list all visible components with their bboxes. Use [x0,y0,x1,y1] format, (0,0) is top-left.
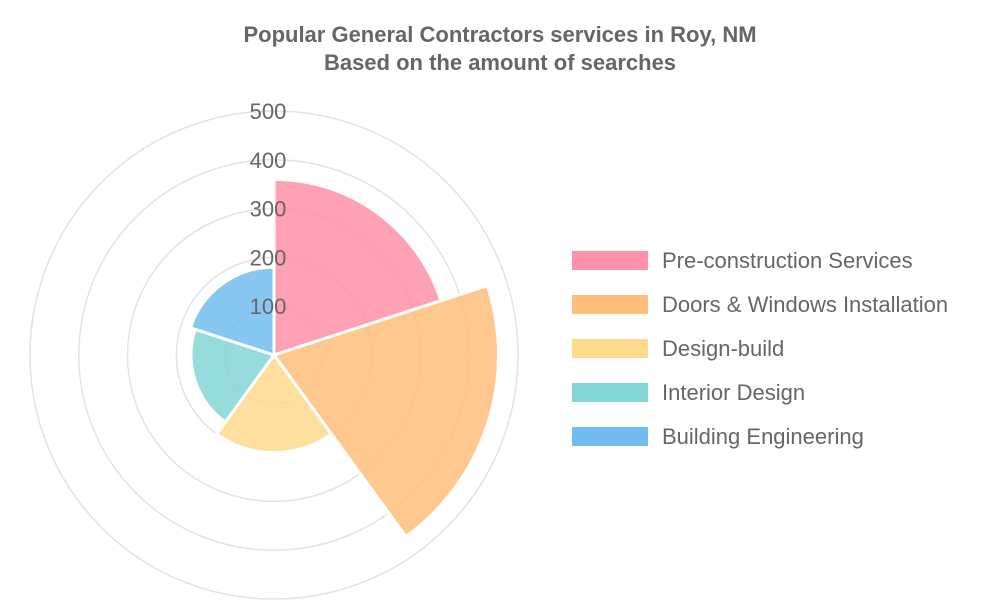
slice-pre-construction-services[interactable] [272,177,443,357]
grid-ring-500 [29,110,519,600]
legend-label-interior-design[interactable]: Interior Design [662,380,805,405]
legend-swatch-design-build [572,339,648,358]
tick-label-500: 500 [250,99,287,124]
slice-doors-and-windows-installation[interactable] [272,284,500,539]
chart-subtitle: Based on the amount of searches [324,50,676,75]
tick-label-400: 400 [250,148,287,173]
slice-interior-design[interactable] [189,327,276,424]
legend-label-pre-construction-services[interactable]: Pre-construction Services [662,248,913,273]
tick-label-300: 300 [250,197,287,222]
tick-label-100: 100 [250,294,287,319]
legend-label-design-build[interactable]: Design-build [662,336,784,361]
radial-ticks: 100 200 300 400 500 [250,99,287,319]
legend-swatch-doors-and-windows-installation [572,295,648,314]
legend-swatch-pre-construction-services [572,251,648,270]
legend-label-doors-and-windows-installation[interactable]: Doors & Windows Installation [662,292,948,317]
chart-title: Popular General Contractors services in … [243,22,756,47]
tick-label-200: 200 [250,245,287,270]
chart-slices [188,177,500,539]
slice-building-engineering[interactable] [188,265,276,357]
slice-design-build[interactable] [215,353,333,455]
legend-swatch-building-engineering [572,427,648,446]
legend-swatch-interior-design [572,383,648,402]
chart-legend: Pre-construction Services Doors & Windows… [572,248,948,449]
legend-label-building-engineering[interactable]: Building Engineering [662,424,864,449]
